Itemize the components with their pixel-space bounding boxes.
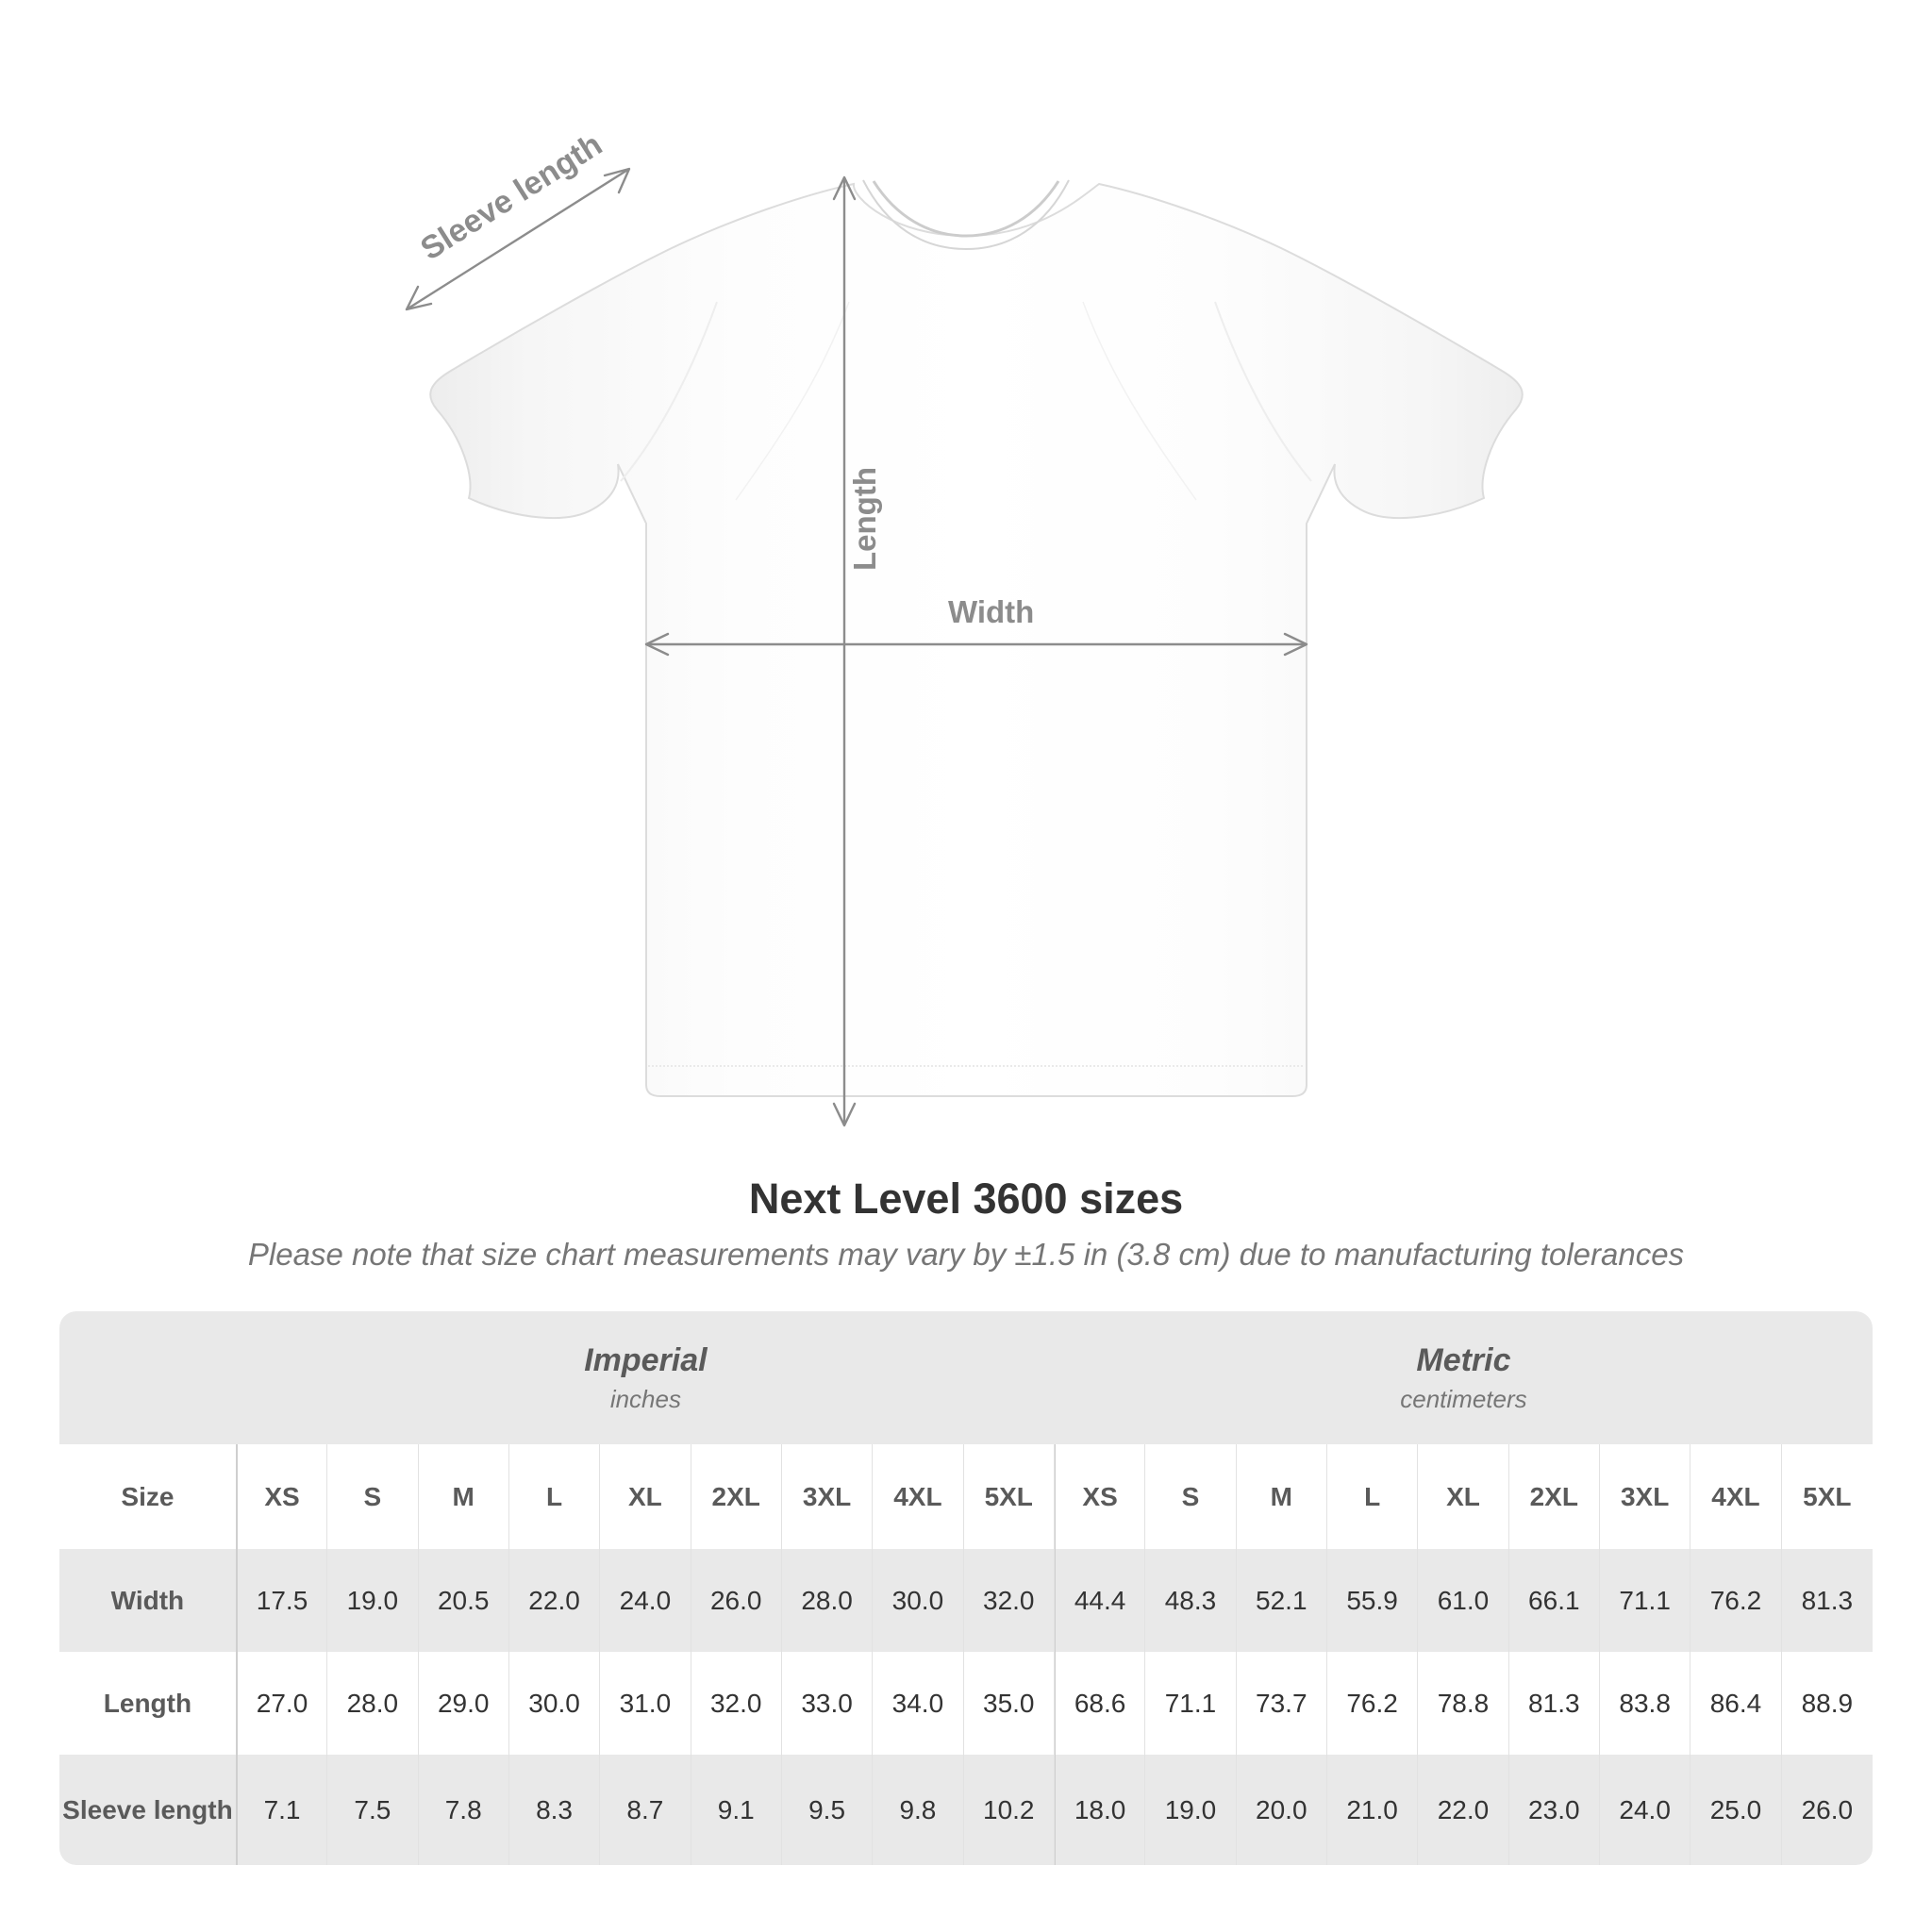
svg-text:Width: Width bbox=[948, 594, 1034, 629]
svg-text:Sleeve length: Sleeve length bbox=[414, 126, 608, 267]
svg-text:Length: Length bbox=[847, 467, 882, 571]
